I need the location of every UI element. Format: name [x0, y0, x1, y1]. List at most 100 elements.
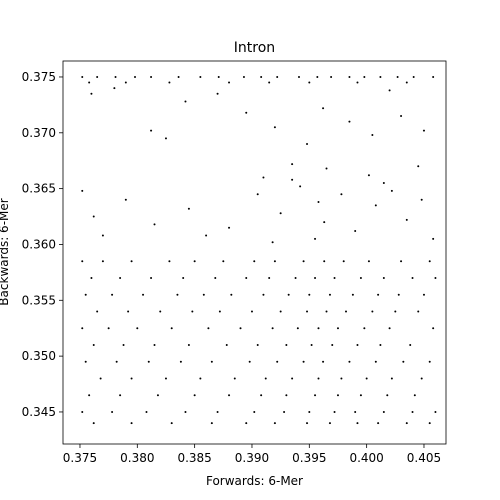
point: [271, 327, 274, 330]
point: [317, 201, 320, 204]
point: [159, 310, 162, 313]
point: [170, 327, 173, 330]
point: [99, 377, 102, 380]
point: [377, 422, 380, 425]
point: [297, 75, 300, 78]
point: [250, 310, 253, 313]
y-tick-label: 0.355: [22, 293, 56, 307]
point: [279, 310, 282, 313]
point: [84, 293, 87, 296]
point: [417, 165, 420, 168]
x-tick-label: 0.395: [292, 451, 326, 465]
y-tick-label: 0.350: [22, 349, 56, 363]
point: [260, 394, 263, 397]
point: [170, 422, 173, 425]
point: [302, 360, 305, 363]
point: [317, 327, 320, 330]
point: [428, 360, 431, 363]
point: [276, 360, 279, 363]
point: [291, 163, 294, 166]
point: [156, 394, 159, 397]
point: [114, 75, 117, 78]
point: [273, 422, 276, 425]
point: [330, 75, 333, 78]
point: [356, 422, 359, 425]
point: [323, 221, 326, 224]
point: [96, 75, 99, 78]
point: [382, 182, 385, 185]
point: [296, 327, 299, 330]
point: [228, 226, 231, 229]
point: [199, 377, 202, 380]
point: [359, 276, 362, 279]
point: [363, 75, 366, 78]
point: [184, 410, 187, 413]
point: [177, 75, 180, 78]
point: [356, 81, 359, 84]
point: [434, 276, 437, 279]
point: [340, 377, 343, 380]
point: [268, 81, 271, 84]
point: [411, 276, 414, 279]
point: [306, 310, 309, 313]
y-tick-label: 0.375: [22, 70, 56, 84]
point: [377, 293, 380, 296]
point: [308, 81, 311, 84]
point: [420, 198, 423, 201]
point: [262, 293, 265, 296]
point: [256, 343, 259, 346]
point: [124, 198, 127, 201]
point: [150, 129, 153, 132]
y-axis-label: Backwards: 6-Mer: [0, 198, 11, 305]
point: [92, 343, 95, 346]
point: [428, 422, 431, 425]
point: [291, 377, 294, 380]
point: [228, 81, 231, 84]
point: [411, 410, 414, 413]
point: [145, 410, 148, 413]
point: [164, 137, 167, 140]
point: [90, 92, 93, 95]
x-tick-label: 0.390: [235, 451, 269, 465]
point: [119, 394, 122, 397]
point: [428, 260, 431, 263]
point: [402, 360, 405, 363]
point: [388, 327, 391, 330]
point: [214, 276, 217, 279]
point: [92, 215, 95, 218]
point: [388, 89, 391, 92]
point: [225, 343, 228, 346]
point: [291, 178, 294, 181]
point: [287, 293, 290, 296]
point: [101, 260, 104, 263]
point: [336, 327, 339, 330]
y-tick-label: 0.365: [22, 182, 56, 196]
x-tick-label: 0.375: [63, 451, 97, 465]
point: [107, 327, 110, 330]
point: [92, 422, 95, 425]
point: [294, 276, 297, 279]
point: [322, 107, 325, 110]
point: [81, 410, 84, 413]
point: [348, 120, 351, 123]
point: [367, 174, 370, 177]
point: [420, 377, 423, 380]
point: [130, 260, 133, 263]
y-tick-label: 0.360: [22, 237, 56, 251]
point: [285, 343, 288, 346]
point: [101, 234, 104, 237]
point: [422, 129, 425, 132]
point: [81, 260, 84, 263]
point: [432, 75, 435, 78]
point: [386, 394, 389, 397]
point: [434, 410, 437, 413]
point: [396, 75, 399, 78]
point: [191, 310, 194, 313]
point: [210, 360, 213, 363]
point: [256, 193, 259, 196]
point: [168, 260, 171, 263]
point: [359, 394, 362, 397]
point: [264, 377, 267, 380]
point: [397, 293, 400, 296]
point: [150, 75, 153, 78]
